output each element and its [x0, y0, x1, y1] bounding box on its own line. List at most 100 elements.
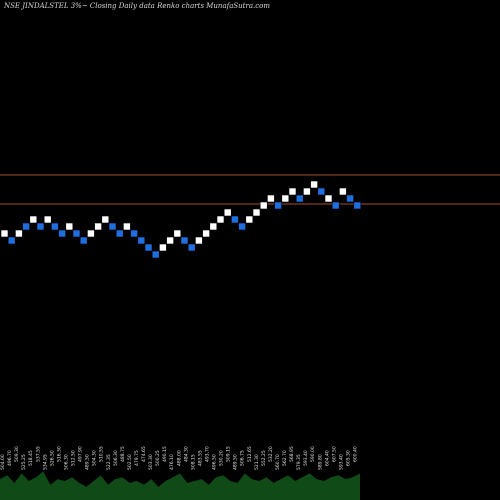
- renko-brick-down: [331, 201, 340, 210]
- renko-brick-down: [295, 194, 304, 203]
- renko-brick-up: [202, 229, 210, 238]
- price-label: 518.45: [28, 450, 34, 466]
- renko-brick-down: [346, 194, 354, 203]
- volume-area: [0, 471, 360, 500]
- renko-brick-down: [137, 236, 146, 245]
- price-label: 488.75: [120, 446, 126, 462]
- price-label: 502.50: [127, 454, 133, 470]
- renko-brick-up: [339, 187, 347, 196]
- renko-brick-down: [231, 215, 239, 224]
- price-label: 593.40: [303, 450, 309, 466]
- price-label: 509.30: [14, 446, 20, 462]
- chart-title: NSE JINDALSTEL 3%~ Closing Daily data Re…: [4, 2, 271, 10]
- price-label: 489.50: [85, 454, 91, 470]
- renko-brick-down: [79, 236, 88, 245]
- price-label: 510.55: [99, 446, 105, 462]
- price-label: 506.30: [63, 454, 69, 470]
- renko-brick-up: [209, 222, 218, 231]
- renko-brick-down: [58, 229, 66, 238]
- renko-brick-up: [245, 215, 254, 224]
- price-label: 493.70: [204, 446, 210, 462]
- price-label: 605.30: [345, 450, 351, 466]
- price-label: 525.25: [21, 454, 27, 470]
- price-label: 508.15: [190, 454, 196, 470]
- renko-brick-up: [310, 180, 318, 189]
- price-label: 488.00: [176, 450, 182, 466]
- price-label: 506.30: [113, 450, 119, 466]
- renko-brick-up: [303, 187, 311, 196]
- renko-brick-up: [223, 208, 232, 217]
- renko-brick-up: [101, 215, 110, 224]
- renko-brick-up: [94, 222, 102, 231]
- price-label: 560.70: [275, 454, 281, 470]
- price-label: 600.40: [353, 446, 359, 462]
- price-label: 579.35: [296, 454, 302, 470]
- renko-brick-down: [7, 236, 16, 245]
- renko-brick-up: [195, 236, 203, 245]
- renko-brick-down: [180, 236, 189, 245]
- price-label: 509.15: [226, 446, 232, 462]
- renko-brick-down: [238, 222, 246, 231]
- price-label: 483.55: [197, 450, 203, 466]
- price-label: 593.40: [338, 454, 344, 470]
- renko-brick-up: [0, 229, 9, 238]
- price-label: 607.50: [331, 446, 337, 462]
- price-label: 484.30: [183, 446, 189, 462]
- price-label: 506.75: [240, 450, 246, 466]
- price-label: 521.30: [254, 454, 260, 470]
- price-label: 490.15: [162, 446, 168, 462]
- renko-brick-down: [72, 229, 81, 238]
- price-label: 537.55: [35, 446, 41, 462]
- renko-brick-up: [15, 229, 23, 238]
- renko-brick-down: [130, 229, 138, 238]
- renko-brick-up: [43, 215, 52, 224]
- price-label: 489.50: [233, 454, 239, 470]
- renko-brick-up: [259, 201, 268, 210]
- renko-brick-down: [108, 222, 117, 231]
- renko-brick-up: [281, 194, 290, 203]
- renko-brick-up: [324, 194, 333, 203]
- price-label: 530.20: [219, 450, 225, 466]
- renko-brick-down: [317, 187, 326, 196]
- renko-brick-down: [144, 243, 153, 252]
- renko-brick-up: [288, 187, 297, 196]
- renko-brick-up: [159, 243, 167, 252]
- renko-brick-up: [29, 215, 38, 224]
- price-label: 500.25: [155, 450, 161, 466]
- renko-brick-up: [267, 194, 275, 203]
- renko-brick-down: [274, 201, 282, 210]
- price-label: 522.35: [106, 454, 112, 470]
- price-label: 532.20: [268, 446, 274, 462]
- renko-brick-up: [166, 236, 174, 245]
- price-label: 504.00: [0, 454, 6, 470]
- renko-brick-down: [22, 222, 30, 231]
- price-label: 512.65: [247, 446, 253, 462]
- renko-brick-up: [65, 222, 74, 231]
- price-label: 512.50: [71, 450, 77, 466]
- renko-brick-up: [123, 222, 131, 231]
- renko-brick-up: [216, 215, 225, 224]
- renko-brick-up: [173, 229, 182, 238]
- price-label: 497.90: [78, 446, 84, 462]
- price-label: 516.30: [56, 446, 62, 462]
- price-label: 589.80: [317, 454, 323, 470]
- price-label: 474.65: [141, 446, 147, 462]
- renko-brick-up: [252, 208, 261, 217]
- price-label: 496.50: [212, 454, 218, 470]
- price-label: 604.40: [324, 450, 330, 466]
- price-label: 568.95: [289, 446, 295, 462]
- price-label: 552.25: [261, 450, 267, 466]
- price-label: 496.70: [7, 450, 13, 466]
- renko-brick-down: [353, 201, 362, 210]
- renko-brick-up: [87, 229, 95, 238]
- price-label: 534.95: [42, 454, 48, 470]
- renko-brick-down: [187, 243, 196, 252]
- price-label: 526.50: [49, 450, 55, 466]
- price-label: 590.00: [310, 446, 316, 462]
- price-label: 479.75: [134, 450, 140, 466]
- price-label: 562.70: [282, 450, 288, 466]
- renko-brick-down: [151, 250, 160, 259]
- price-label: 503.30: [148, 454, 154, 470]
